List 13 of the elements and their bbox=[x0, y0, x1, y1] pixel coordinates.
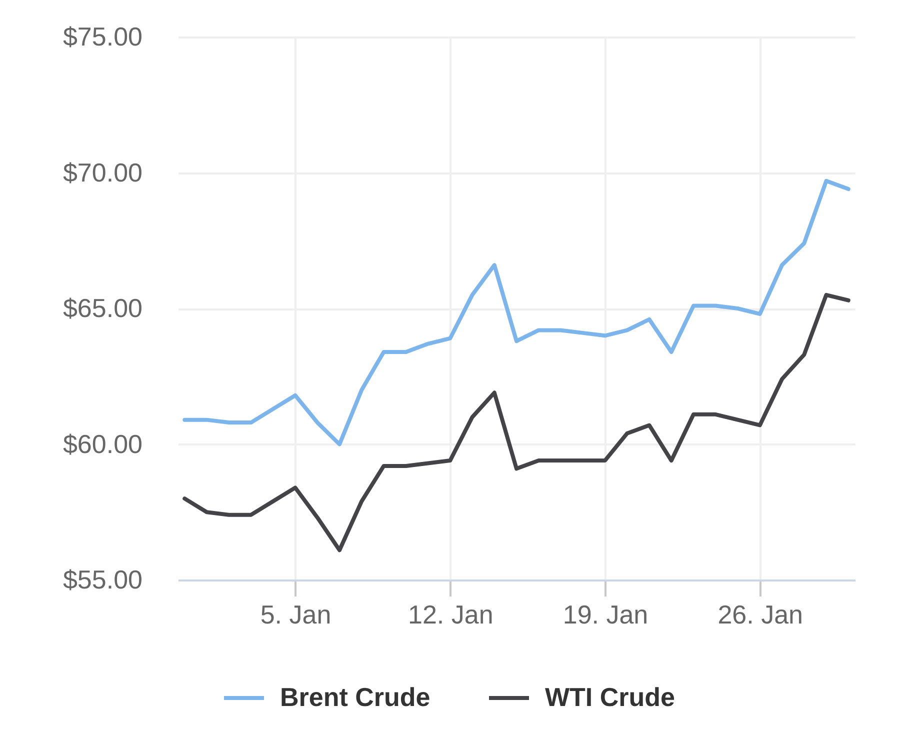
y-tick-label: $60.00 bbox=[62, 428, 142, 459]
y-tick-label: $55.00 bbox=[62, 564, 142, 594]
x-tick-label: 26. Jan bbox=[718, 600, 804, 630]
y-tick-label: $65.00 bbox=[62, 293, 142, 323]
x-tick-label: 5. Jan bbox=[260, 600, 332, 630]
x-tick-label: 12. Jan bbox=[408, 600, 494, 630]
line-series bbox=[182, 178, 850, 446]
legend-label: Brent Crude bbox=[280, 682, 430, 712]
y-tick-label: $75.00 bbox=[62, 22, 142, 52]
legend-label: WTI Crude bbox=[545, 682, 675, 712]
line-series bbox=[182, 292, 850, 552]
y-tick-label: $70.00 bbox=[62, 157, 142, 188]
x-tick-label: 19. Jan bbox=[562, 600, 648, 630]
